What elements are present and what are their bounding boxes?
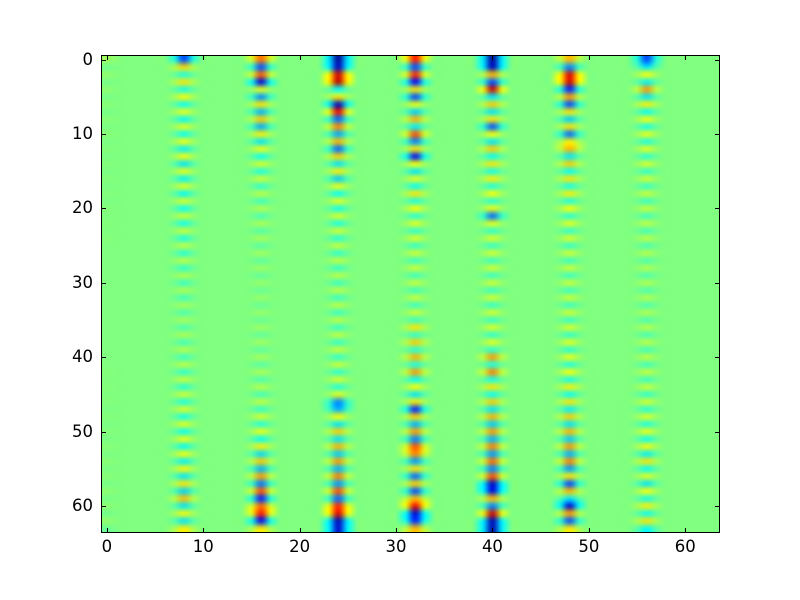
x-tick-label-60: 60 xyxy=(674,537,696,556)
y-tick-label-50: 50 xyxy=(72,421,93,441)
x-tick-30 xyxy=(396,528,398,532)
x-tick-label-40: 40 xyxy=(481,537,503,556)
y-tick-60 xyxy=(102,505,106,507)
y-tick-right-60 xyxy=(715,505,719,507)
x-tick-50 xyxy=(588,528,590,532)
x-tick-label-0: 0 xyxy=(101,537,113,556)
x-tick-label-10: 10 xyxy=(192,537,214,556)
y-tick-label-20: 20 xyxy=(72,198,93,218)
y-tick-right-0 xyxy=(715,59,719,61)
y-tick-right-10 xyxy=(715,134,719,136)
x-tick-20 xyxy=(299,528,301,532)
x-tick-top-10 xyxy=(203,56,205,60)
y-tick-50 xyxy=(102,431,106,433)
y-tick-label-60: 60 xyxy=(72,495,93,515)
x-tick-top-0 xyxy=(106,56,108,60)
y-tick-right-30 xyxy=(715,282,719,284)
x-tick-top-40 xyxy=(492,56,494,60)
x-tick-top-30 xyxy=(396,56,398,60)
y-tick-label-30: 30 xyxy=(72,272,93,292)
x-tick-40 xyxy=(492,528,494,532)
heatmap-image xyxy=(102,56,719,532)
x-tick-0 xyxy=(106,528,108,532)
x-tick-60 xyxy=(685,528,687,532)
x-tick-label-30: 30 xyxy=(385,537,407,556)
y-tick-label-40: 40 xyxy=(72,346,93,366)
x-tick-top-60 xyxy=(685,56,687,60)
y-tick-40 xyxy=(102,357,106,359)
y-tick-label-0: 0 xyxy=(82,49,94,69)
y-tick-10 xyxy=(102,134,106,136)
x-tick-top-20 xyxy=(299,56,301,60)
y-tick-label-10: 10 xyxy=(72,123,93,143)
y-tick-right-40 xyxy=(715,357,719,359)
y-tick-30 xyxy=(102,282,106,284)
y-tick-0 xyxy=(102,59,106,61)
y-tick-20 xyxy=(102,208,106,210)
y-tick-right-50 xyxy=(715,431,719,433)
x-tick-label-50: 50 xyxy=(578,537,600,556)
x-tick-label-20: 20 xyxy=(289,537,311,556)
y-tick-right-20 xyxy=(715,208,719,210)
x-tick-10 xyxy=(203,528,205,532)
x-tick-top-50 xyxy=(588,56,590,60)
heatmap-axes[interactable] xyxy=(101,55,720,533)
